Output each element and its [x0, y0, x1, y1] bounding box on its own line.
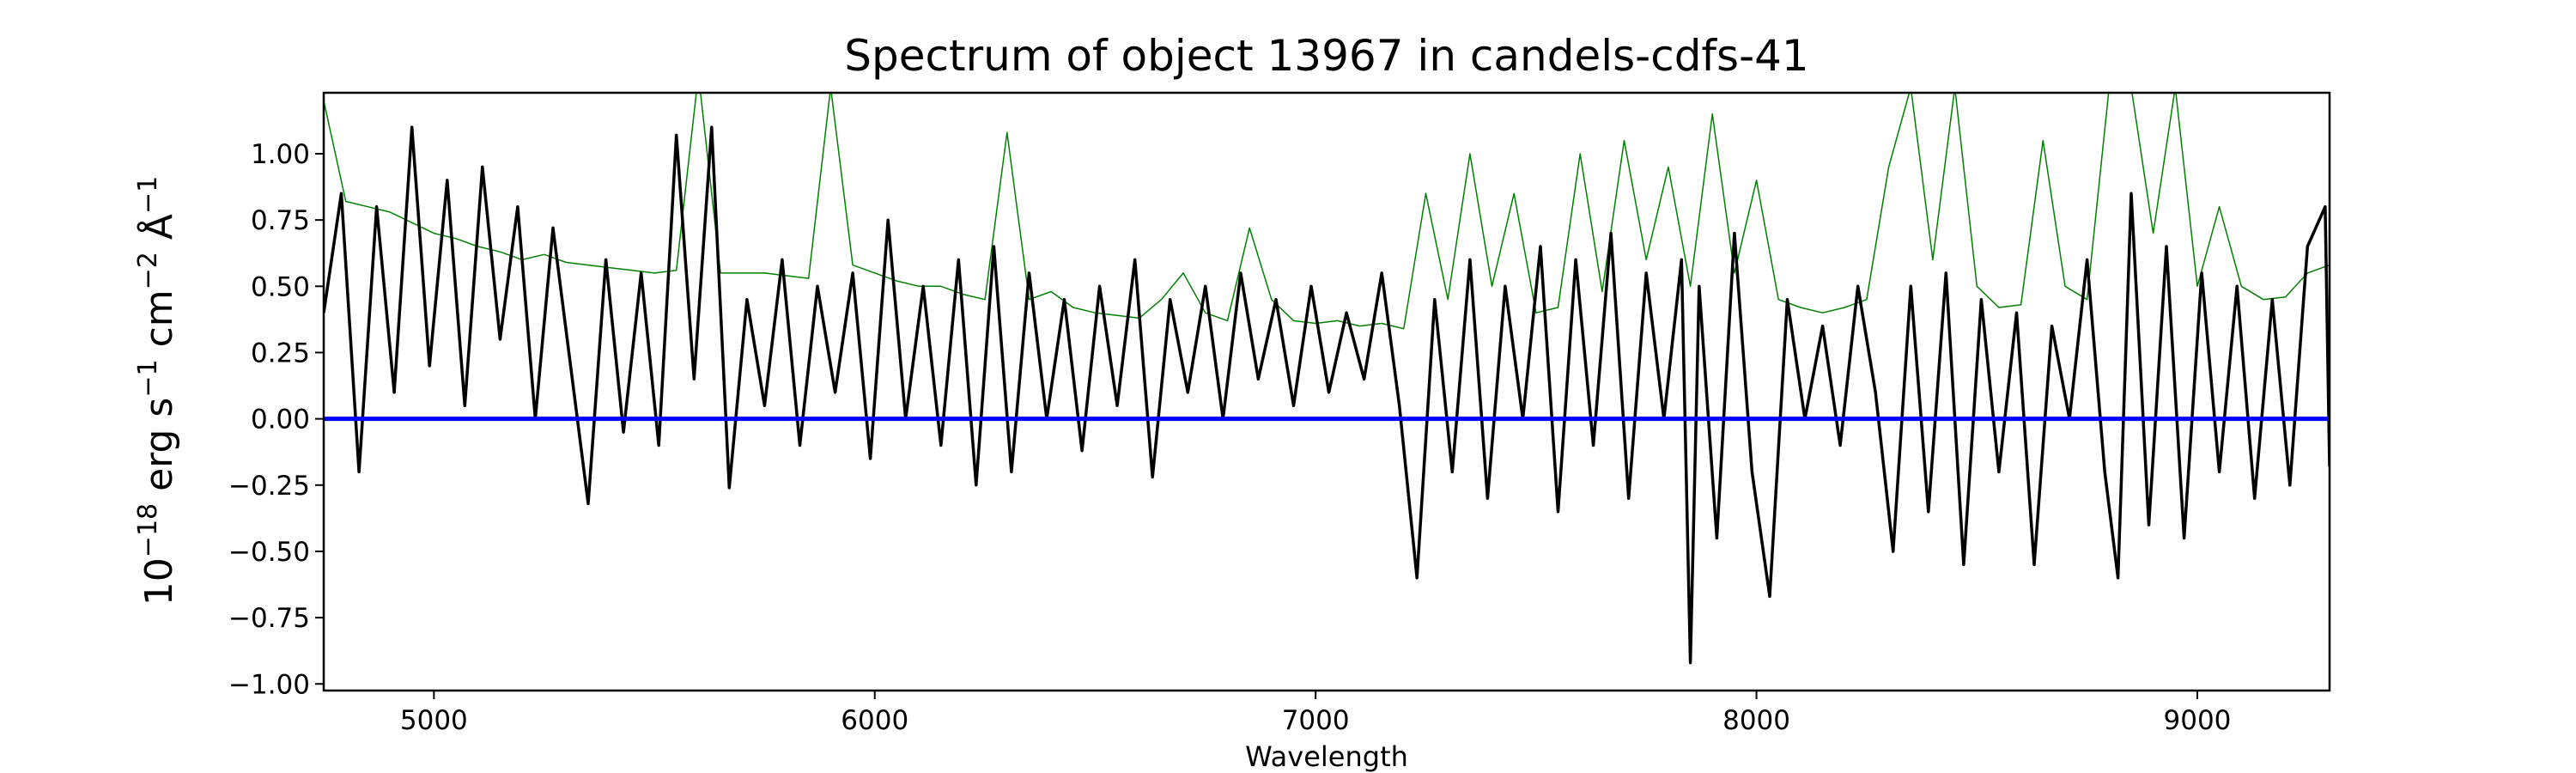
y-tick-label: 0.00: [251, 405, 310, 435]
x-tick-label: 7000: [1282, 705, 1350, 736]
x-axis-label: Wavelength: [1245, 740, 1408, 773]
y-tick-label: −0.75: [228, 603, 310, 634]
ylabel-base: 10: [137, 557, 181, 606]
y-tick-label: 1.00: [251, 139, 310, 170]
flux-series-line: [324, 125, 2330, 665]
ylabel-exp: −2: [133, 252, 163, 289]
x-tick-label: 8000: [1722, 705, 1790, 736]
y-tick-label: −0.25: [228, 471, 310, 502]
model-series-line: [324, 93, 2330, 330]
x-axis: 5000 6000 7000 8000 9000: [400, 691, 2232, 736]
y-tick-label: −1.00: [228, 669, 310, 700]
y-tick-label: 0.25: [251, 338, 310, 368]
x-tick-label: 9000: [2164, 705, 2232, 736]
y-tick-label: 0.75: [251, 205, 310, 236]
y-tick-label: 0.50: [251, 271, 310, 302]
ylabel-exp: −1: [133, 359, 163, 397]
plot-area: [324, 93, 2330, 665]
ylabel-exp: −18: [133, 503, 163, 557]
x-tick-label: 6000: [841, 705, 908, 736]
ylabel-unit: Å: [136, 214, 181, 252]
x-tick-label: 5000: [400, 705, 468, 736]
axes-frame: [322, 91, 2331, 692]
y-axis: −1.00 −0.75 −0.50 −0.25 0.00 0.25 0.50 0.75 1.00: [228, 139, 324, 700]
y-tick-label: −0.50: [228, 537, 310, 568]
ylabel-unit: erg s: [137, 398, 181, 503]
chart-title: Spectrum of object 13967 in candels-cdfs…: [844, 31, 1809, 81]
y-axis-label: 10−18 erg s−1 cm−2 Å−1: [133, 176, 181, 606]
ylabel-unit: cm: [137, 289, 181, 359]
ylabel-exp: −1: [133, 176, 163, 214]
